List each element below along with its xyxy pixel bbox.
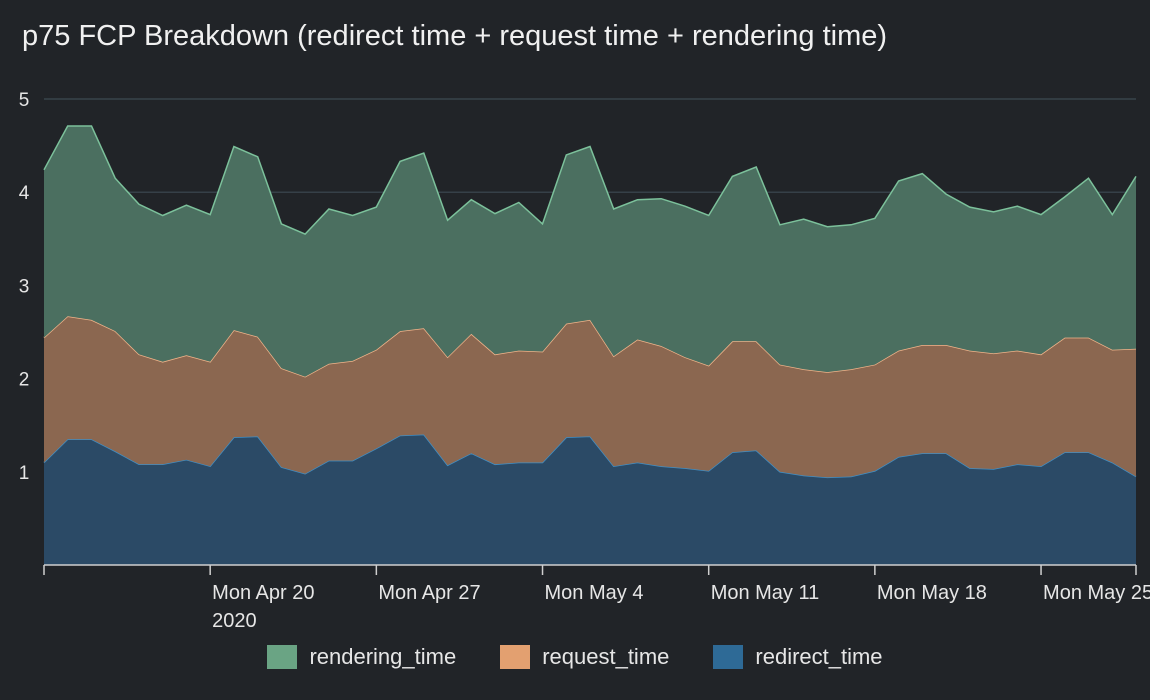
y-tick-label: 2 [19,370,30,391]
x-tick-label: Mon May 4 [545,582,644,604]
x-tick-label: Mon May 11 [711,582,820,604]
legend-label: redirect_time [755,644,883,669]
x-tick-label: Mon May 25 [1043,582,1150,604]
x-tick-sublabel: 2020 [212,610,257,632]
x-tick-label: Mon May 18 [877,582,987,604]
legend-swatch [500,645,531,669]
chart-title: p75 FCP Breakdown (redirect time + reque… [22,20,888,52]
y-tick-label: 1 [19,463,30,484]
area-redirect-time [44,434,1136,565]
y-tick-label: 5 [19,90,30,111]
legend-label: rendering_time [309,644,457,669]
legend: rendering_time request_time redirect_time [0,644,1150,670]
legend-item-request-time[interactable]: request_time [500,644,669,670]
x-tick-label: Mon Apr 27 [378,582,480,604]
y-tick-label: 3 [19,276,30,297]
legend-item-redirect-time[interactable]: redirect_time [713,644,883,670]
line-rendering-time [43,125,1137,235]
area-rendering-time [44,126,1136,377]
area-request-time [44,316,1136,478]
x-tick-label: Mon Apr 20 [212,582,314,604]
areas [43,125,1137,565]
legend-label: request_time [542,644,670,669]
y-tick-label: 4 [19,183,30,204]
axes: 1 2 3 4 5 Mon Apr 20 2020 Mon Apr 27 Mon May 4 Mo… [19,90,1150,632]
legend-swatch [267,645,298,669]
legend-swatch [713,645,744,669]
stacked-area-chart: 1 2 3 4 5 Mon Apr 20 2020 Mon Apr 27 Mon May 4 Mo… [19,90,1150,632]
legend-item-rendering-time[interactable]: rendering_time [267,644,456,670]
